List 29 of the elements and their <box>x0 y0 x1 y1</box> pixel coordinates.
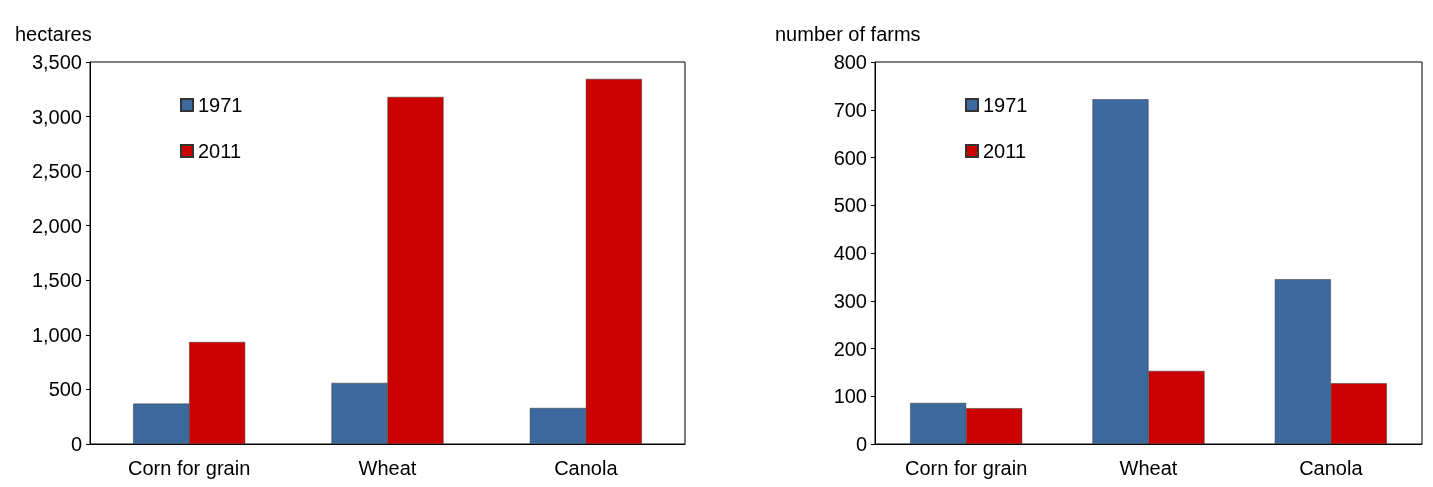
y-tick-label: 700 <box>833 98 867 121</box>
y-tick-label: 300 <box>833 289 867 312</box>
x-tick-label: Corn for grain <box>128 457 251 479</box>
legend-label: 1971 <box>198 94 243 116</box>
x-tick-label: Wheat <box>358 457 417 479</box>
legend-label: 2011 <box>198 140 242 162</box>
x-tick-label: Wheat <box>1119 457 1178 479</box>
y-tick-label: 0 <box>70 433 82 455</box>
y-tick-label: 3,000 <box>31 105 82 128</box>
y-tick-label: 2,500 <box>31 160 82 183</box>
y-tick-label: 0 <box>855 433 867 455</box>
y-axis-title: number of farms <box>775 23 921 45</box>
y-tick-label: 600 <box>833 146 867 169</box>
y-tick-label: 400 <box>833 242 867 264</box>
x-tick-label: Canola <box>1299 457 1364 479</box>
y-tick-label: 2,000 <box>31 214 82 237</box>
y-tick-label: 500 <box>48 378 82 401</box>
y-tick-label: 1,000 <box>31 323 82 346</box>
y-tick-label: 3,500 <box>31 51 82 73</box>
x-tick-label: Corn for grain <box>905 457 1028 479</box>
x-tick-label: Canola <box>554 457 619 479</box>
y-tick-label: 800 <box>833 51 867 73</box>
y-axis-title: hectares <box>15 23 92 45</box>
y-tick-label: 100 <box>833 385 867 408</box>
legend-label: 1971 <box>983 94 1028 116</box>
y-tick-label: 200 <box>833 337 867 360</box>
y-tick-label: 500 <box>833 194 867 217</box>
legend-label: 2011 <box>983 140 1027 162</box>
y-tick-label: 1,500 <box>31 269 82 292</box>
